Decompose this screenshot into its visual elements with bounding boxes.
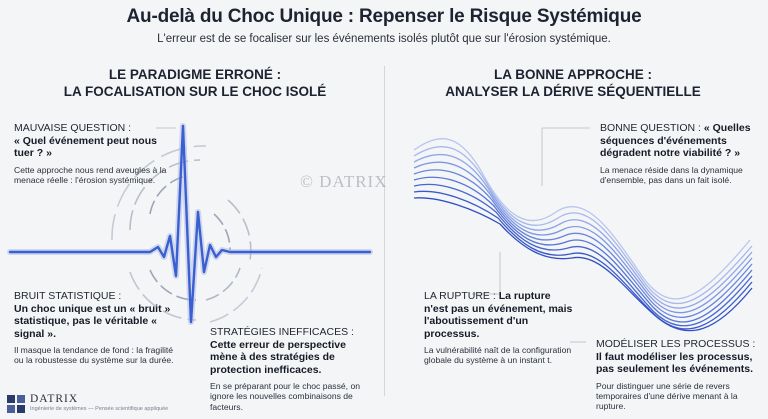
center-divider <box>384 66 385 396</box>
brand-name: DATRIX <box>30 393 79 405</box>
rupture-desc: La vulnérabilité naît de la configuratio… <box>424 345 572 366</box>
good-question-label: BONNE QUESTION : <box>600 122 701 134</box>
model-label: MODÉLISER LES PROCESSUS : <box>596 338 756 350</box>
noise-desc: Il masque la tendance de fond : la fragi… <box>14 345 174 366</box>
spike-wave-icon <box>7 123 373 325</box>
model-text: Il faut modéliser les processus, pas seu… <box>596 350 753 376</box>
brand-tagline: Ingénierie de systèmes — Pensée scientif… <box>30 406 169 412</box>
rupture-block: LA RUPTURE : La rupture n'est pas un évé… <box>424 290 574 366</box>
wrong-question-text: « Quel événement peut nous tuer ? » <box>14 134 157 160</box>
noise-label: BRUIT STATISTIQUE : <box>14 290 122 302</box>
wrong-question-block: MAUVAISE QUESTION : « Quel événement peu… <box>14 122 174 185</box>
good-question-block: BONNE QUESTION : « Quelles séquences d'é… <box>600 122 758 185</box>
model-desc: Pour distinguer une série de revers temp… <box>596 380 738 412</box>
page-subtitle: L'erreur est de se focaliser sur les évé… <box>157 33 611 45</box>
rupture-label: LA RUPTURE : <box>424 290 496 302</box>
left-heading-line2: LA FOCALISATION SUR LE CHOC ISOLÉ <box>63 84 327 99</box>
good-question-desc: La menace réside dans la dynamique d'ens… <box>600 164 743 185</box>
model-processes-block: MODÉLISER LES PROCESSUS : Il faut modéli… <box>596 338 760 412</box>
watermark: © DATRIX <box>300 172 388 191</box>
good-question-text: « Quelles séquences d'événements dégrade… <box>600 122 751 159</box>
rupture-heading: LA RUPTURE : La rupture n'est pas un évé… <box>424 290 574 340</box>
right-heading-line2: ANALYSER LA DÉRIVE SÉQUENTIELLE <box>445 84 701 99</box>
good-question-heading: BONNE QUESTION : « Quelles séquences d'é… <box>600 122 758 160</box>
left-section-heading: LE PARADIGME ERRONÉ : LA FOCALISATION SU… <box>40 66 350 100</box>
strategies-label: STRATÉGIES INEFFICACES : <box>210 326 354 338</box>
brand-logo: DATRIX Ingénierie de systèmes — Pensée s… <box>6 392 226 416</box>
wrong-question-label: MAUVAISE QUESTION : <box>14 122 132 134</box>
strategies-desc: En se préparant pour le choc passé, on i… <box>210 381 361 412</box>
datrix-logo-icon <box>7 395 25 413</box>
noise-text: Un choc unique est un « bruit » statisti… <box>14 302 171 340</box>
wrong-question-desc: Cette approche nous rend aveugles à la m… <box>14 164 167 185</box>
connector-lines <box>156 127 590 343</box>
statistical-noise-block: BRUIT STATISTIQUE : Un choc unique est u… <box>14 290 174 366</box>
ribbon-wave-icon <box>413 138 753 332</box>
page-title: Au-delà du Choc Unique : Repenser le Ris… <box>126 6 642 27</box>
left-heading-line1: LE PARADIGME ERRONÉ : <box>108 67 282 82</box>
rupture-text: La rupture n'est pas un événement, mais … <box>424 290 573 340</box>
right-heading-line1: LA BONNE APPROCHE : <box>493 67 652 82</box>
strategies-text: Cette erreur de perspective mène à des s… <box>210 338 346 376</box>
ineffective-strategies-block: STRATÉGIES INEFFICACES : Cette erreur de… <box>210 326 370 412</box>
right-section-heading: LA BONNE APPROCHE : ANALYSER LA DÉRIVE S… <box>418 66 728 100</box>
